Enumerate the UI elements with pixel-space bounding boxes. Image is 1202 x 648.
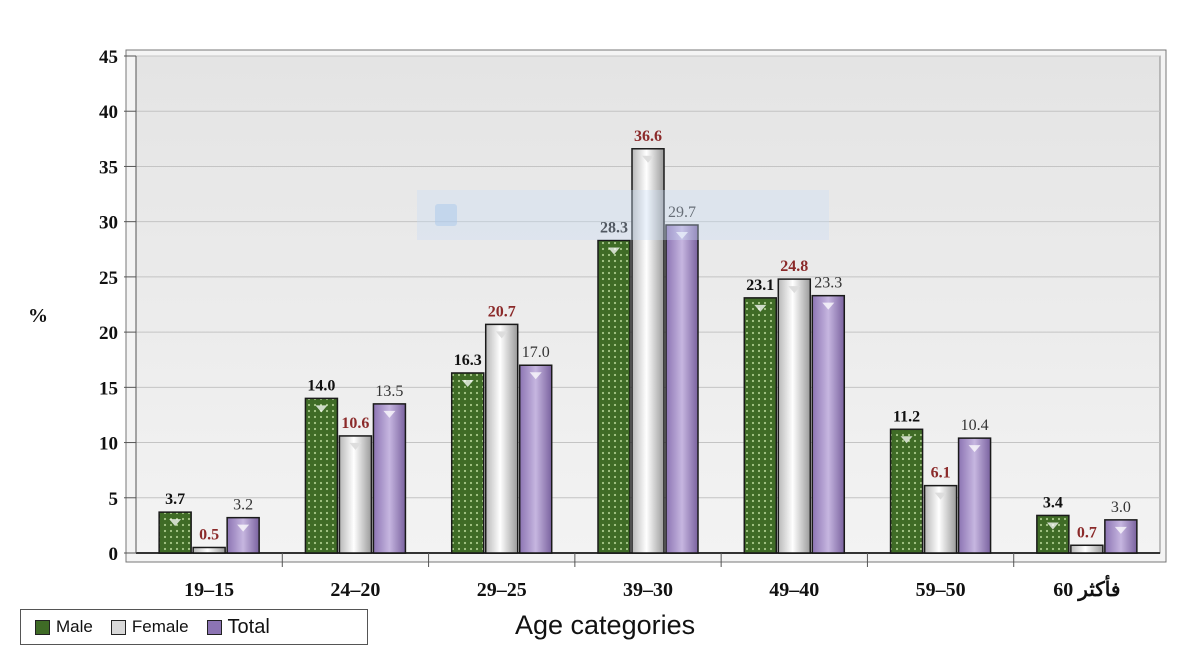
data-label-male: 3.4 [1043, 494, 1063, 511]
bar-highlight [676, 231, 688, 239]
y-tick-label: 0 [109, 544, 119, 565]
data-label-male: 16.3 [454, 352, 482, 369]
legend-label-male: Male [56, 617, 93, 636]
bar-highlight [169, 519, 182, 527]
bar-highlight [1114, 526, 1127, 534]
bar-female [192, 546, 226, 554]
bar-total [957, 437, 992, 554]
bar-highlight [1046, 522, 1059, 530]
bar-total [665, 224, 699, 554]
legend-swatch-male [35, 619, 50, 635]
legend-item-total: Total [206, 615, 270, 639]
y-tick-label: 5 [109, 489, 119, 510]
data-label-female: 36.6 [634, 128, 662, 145]
bar-highlight [237, 524, 250, 532]
bar-highlight [608, 247, 620, 255]
bar-female [484, 323, 519, 554]
bar-male [304, 397, 339, 554]
data-label-female: 0.5 [199, 526, 219, 543]
bar-female [631, 148, 665, 554]
bar-female [777, 278, 812, 554]
bar-highlight [383, 410, 396, 418]
snip-watermark [417, 190, 829, 240]
y-tick-label: 40 [99, 102, 118, 123]
legend-label-total: Total [227, 615, 270, 638]
bar-highlight [822, 302, 835, 310]
bar-total [226, 516, 260, 554]
legend-swatch-total [206, 619, 222, 635]
y-tick-label: 35 [99, 157, 118, 178]
y-tick-label: 45 [99, 47, 118, 68]
data-label-male: 14.0 [307, 377, 335, 394]
legend-swatch-female [110, 619, 126, 635]
data-label-total: 3.2 [233, 497, 253, 514]
y-axis-label: % [28, 305, 48, 327]
x-tick-label: 59–50 [916, 579, 966, 601]
data-label-male: 23.1 [746, 277, 774, 294]
y-tick-label: 15 [99, 378, 118, 399]
x-tick-label: 29–25 [477, 579, 527, 601]
x-axis-label: Age categories [515, 610, 696, 640]
bar-highlight [461, 379, 474, 387]
x-tick-label: 19–15 [184, 579, 234, 601]
bar-male [743, 297, 778, 554]
bar-highlight [315, 405, 328, 413]
bar-male [1036, 514, 1070, 554]
legend: Male Female Total [20, 609, 368, 645]
data-label-male: 28.3 [600, 219, 628, 236]
y-tick-label: 20 [99, 323, 118, 344]
data-label-male: 3.7 [165, 491, 185, 508]
legend-item-male: Male [35, 617, 93, 637]
bar-highlight [349, 442, 362, 450]
legend-label-female: Female [131, 617, 189, 636]
data-label-male: 11.2 [893, 408, 920, 425]
data-label-total: 17.0 [522, 344, 550, 361]
bar-male [450, 372, 485, 554]
bar-highlight [788, 286, 801, 294]
x-tick-label: 49–40 [769, 579, 819, 601]
bar-highlight [934, 492, 947, 500]
bar-female [1070, 544, 1104, 554]
data-label-female: 24.8 [780, 258, 808, 275]
bar-highlight [642, 155, 654, 163]
bar-male [597, 239, 631, 554]
bar-female [923, 484, 958, 554]
y-tick-label: 25 [99, 268, 118, 289]
bar-highlight [495, 331, 508, 339]
bar-male [889, 428, 924, 554]
bar-total [372, 403, 407, 554]
x-tick-label: 24–20 [330, 579, 380, 601]
bar-total [518, 364, 553, 554]
data-label-female: 20.7 [488, 303, 516, 320]
snip-icon [435, 204, 457, 226]
y-tick-label: 30 [99, 213, 118, 234]
data-label-female: 0.7 [1077, 524, 1097, 541]
bar-highlight [900, 436, 913, 444]
bar-highlight [754, 304, 767, 312]
data-label-female: 6.1 [931, 465, 951, 482]
data-label-total: 10.4 [961, 417, 989, 434]
data-label-total: 13.5 [375, 383, 403, 400]
x-tick-label: 39–30 [623, 579, 673, 601]
bar-highlight [529, 372, 542, 380]
data-label-total: 3.0 [1111, 499, 1131, 516]
legend-item-female: Female [110, 617, 189, 637]
y-tick-label: 10 [99, 434, 118, 455]
data-label-total: 29.7 [668, 204, 696, 221]
bar-female [338, 435, 373, 554]
bar-total [811, 294, 846, 554]
data-label-female: 10.6 [341, 415, 369, 432]
x-tick-label: 60 فأكثر [1053, 575, 1120, 602]
bar-highlight [968, 445, 981, 453]
data-label-total: 23.3 [814, 275, 842, 292]
bar-male [158, 511, 192, 554]
bar-total [1104, 519, 1138, 554]
